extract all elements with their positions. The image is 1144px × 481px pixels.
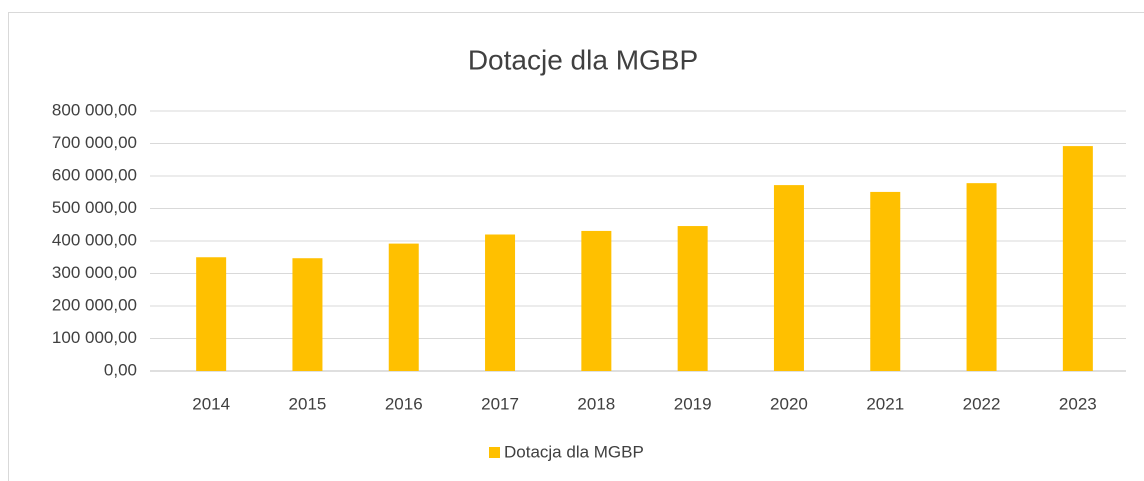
x-tick-label: 2020 [770,394,808,413]
chart-border [8,12,1144,481]
y-tick-label: 300 000,00 [52,263,137,282]
x-tick-label: 2016 [385,394,423,413]
x-tick-label: 2023 [1059,394,1097,413]
bar [485,234,516,371]
bar [581,230,612,371]
x-tick-label: 2015 [289,394,327,413]
bar [773,185,804,371]
y-tick-label: 100 000,00 [52,328,137,347]
y-tick-label: 500 000,00 [52,198,137,217]
bar [292,258,323,371]
legend-label: Dotacja dla MGBP [504,442,644,461]
bar [966,183,997,371]
x-tick-label: 2019 [674,394,712,413]
y-tick-label: 700 000,00 [52,133,137,152]
x-tick-label: 2022 [963,394,1001,413]
y-tick-label: 400 000,00 [52,230,137,249]
x-tick-label: 2021 [866,394,904,413]
bar [196,257,227,371]
chart-title: Dotacje dla MGBP [468,44,698,75]
x-tick-label: 2018 [577,394,615,413]
bar [677,226,708,371]
legend-swatch [489,447,500,458]
y-tick-label: 800 000,00 [52,100,137,119]
bar [388,243,419,371]
x-tick-label: 2014 [192,394,230,413]
y-tick-label: 0,00 [104,360,137,379]
bar [1062,146,1093,371]
bar [870,191,901,371]
x-tick-label: 2017 [481,394,519,413]
y-tick-label: 200 000,00 [52,295,137,314]
y-tick-label: 600 000,00 [52,165,137,184]
